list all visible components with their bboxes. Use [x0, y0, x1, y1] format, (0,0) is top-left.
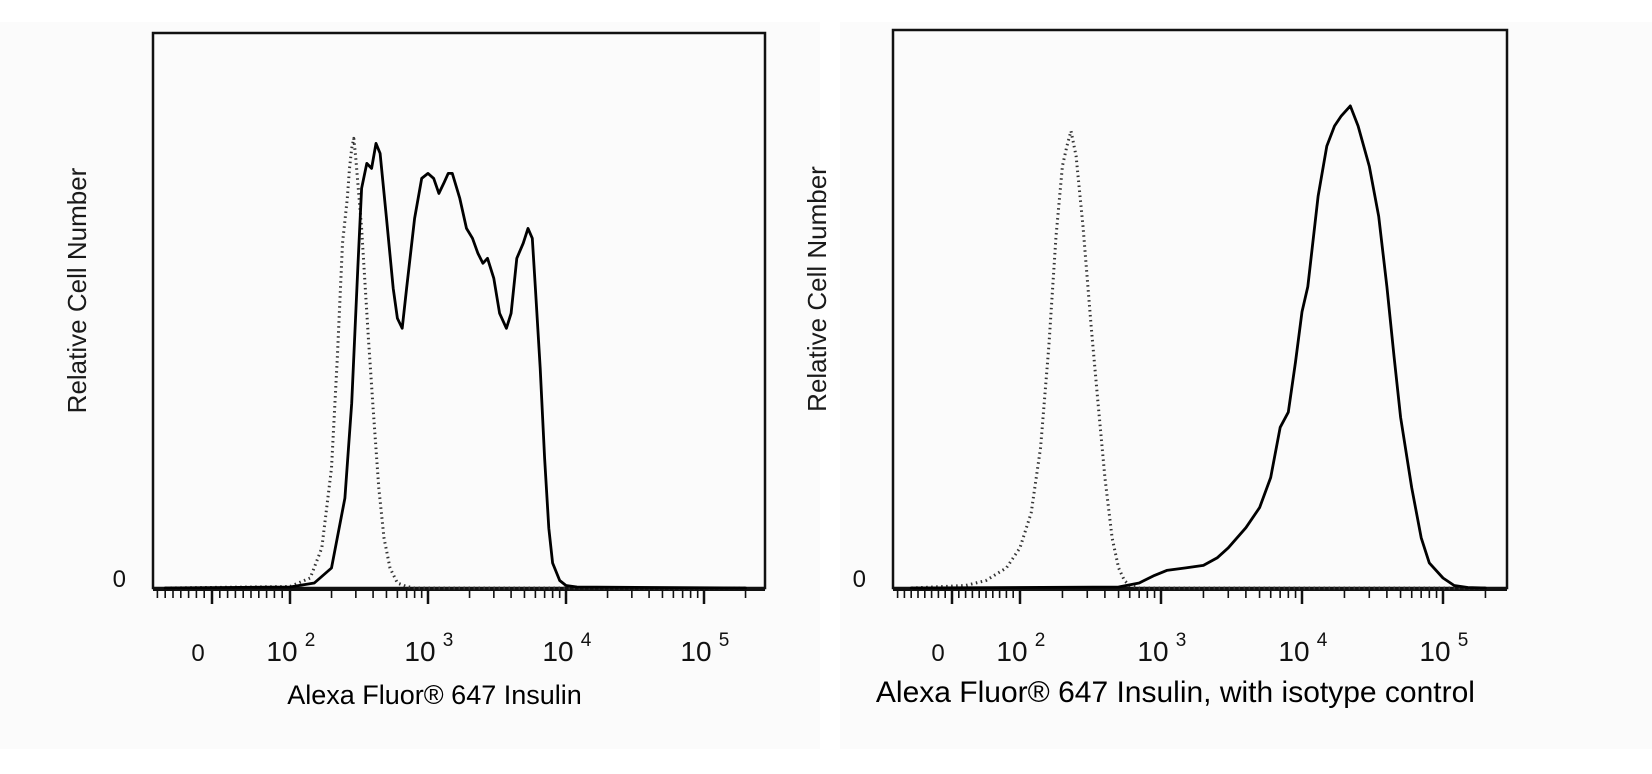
histogram-chart-left: Relative Cell Number 0 0 10 2 10 3 10 4 10 5 Ale… [62, 31, 767, 710]
x-tick-label: 10 [680, 636, 711, 667]
x-tick-label: 0 [191, 640, 204, 667]
series-line-isotype-dotted [911, 129, 1486, 590]
x-axis-label: Alexa Fluor® 647 Insulin [287, 680, 582, 710]
plot-frame [151, 31, 767, 590]
x-axis-ticks [153, 589, 765, 604]
series-line-stained-solid [909, 104, 1487, 590]
y-axis-label: Relative Cell Number [62, 167, 92, 413]
x-axis-ticks [893, 589, 1507, 604]
x-tick-label: 0 [931, 640, 944, 667]
series-group [909, 104, 1487, 590]
panel-background [840, 22, 1652, 749]
x-tick-label-exponent: 3 [443, 630, 454, 651]
x-axis-label: Alexa Fluor® 647 Insulin, with isotype c… [876, 676, 1475, 709]
x-tick-label: 10 [1278, 636, 1309, 667]
x-tick-label: 10 [266, 636, 297, 667]
x-tick-label-exponent: 2 [305, 630, 316, 651]
y-axis-label: Relative Cell Number [802, 166, 832, 412]
x-tick-label-exponent: 5 [719, 630, 730, 651]
x-tick-label-exponent: 4 [581, 630, 592, 651]
y-tick-label-zero: 0 [853, 566, 866, 593]
series-line-isotype-dotted [165, 136, 746, 590]
panel-background [0, 22, 820, 749]
x-tick-label-exponent: 5 [1458, 630, 1469, 651]
x-tick-label-exponent: 3 [1176, 630, 1187, 651]
x-tick-label: 10 [404, 636, 435, 667]
x-tick-labels: 0 10 2 10 3 10 4 10 5 [931, 630, 1468, 667]
x-tick-label: 10 [1137, 636, 1168, 667]
x-tick-label: 10 [542, 636, 573, 667]
x-tick-label: 10 [1419, 636, 1450, 667]
x-tick-label-exponent: 2 [1035, 630, 1046, 651]
series-line-stained-solid [163, 142, 747, 590]
histogram-chart-right: Relative Cell Number 0 0 10 2 10 3 10 4 10 5 Ale… [802, 28, 1509, 709]
histogram-panel-left: Relative Cell Number 0 0 10 2 10 3 10 4 10 5 Ale… [0, 0, 820, 774]
x-tick-label-exponent: 4 [1317, 630, 1328, 651]
histogram-panel-right: Relative Cell Number 0 0 10 2 10 3 10 4 10 5 Ale… [802, 0, 1652, 774]
series-group [163, 136, 747, 590]
x-tick-labels: 0 10 2 10 3 10 4 10 5 [191, 630, 729, 667]
x-tick-label: 10 [996, 636, 1027, 667]
y-tick-label-zero: 0 [113, 566, 126, 593]
